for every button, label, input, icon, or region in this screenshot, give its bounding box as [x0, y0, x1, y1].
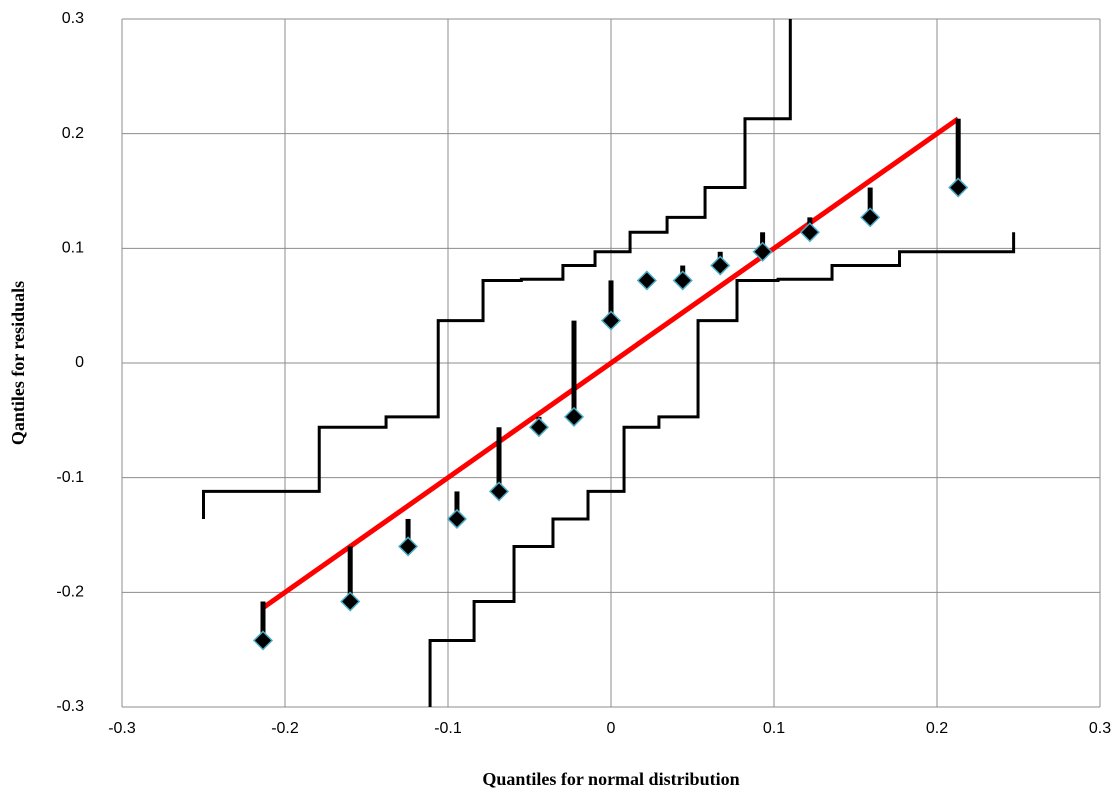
- point: [860, 207, 881, 228]
- line: [428, 232, 1016, 707]
- point: [672, 270, 693, 291]
- point: [488, 481, 510, 502]
- y-axis-title: Qantiles for residuals: [8, 281, 28, 445]
- point: [398, 536, 419, 557]
- point: [752, 241, 773, 262]
- point: [252, 630, 274, 651]
- y-tick-label: -0.1: [56, 469, 84, 486]
- x-tick-label: -0.2: [271, 720, 299, 737]
- x-tick-label: 0.1: [763, 720, 785, 737]
- x-tick-label: 0.2: [926, 720, 948, 737]
- x-tick-label: -0.3: [108, 720, 136, 737]
- point: [799, 222, 820, 243]
- y-tick-label: 0.3: [62, 10, 84, 27]
- x-axis-title: Quantiles for normal distribution: [482, 769, 739, 789]
- y-tick-label: 0: [75, 354, 84, 371]
- point: [446, 508, 468, 530]
- x-tick-label: 0: [607, 720, 616, 737]
- y-tick-label: -0.3: [56, 698, 84, 715]
- point: [948, 177, 969, 198]
- point: [563, 406, 585, 427]
- line: [202, 19, 792, 519]
- point: [340, 591, 361, 612]
- point: [636, 270, 657, 291]
- point: [710, 255, 731, 276]
- y-tick-label: -0.2: [56, 584, 84, 601]
- x-tick-label: 0.3: [1089, 720, 1111, 737]
- y-tick-label: 0.2: [62, 125, 84, 142]
- x-tick-label: -0.1: [434, 720, 462, 737]
- y-tick-label: 0.1: [62, 240, 84, 257]
- point: [528, 417, 550, 438]
- line: [262, 116, 960, 610]
- point: [600, 310, 622, 331]
